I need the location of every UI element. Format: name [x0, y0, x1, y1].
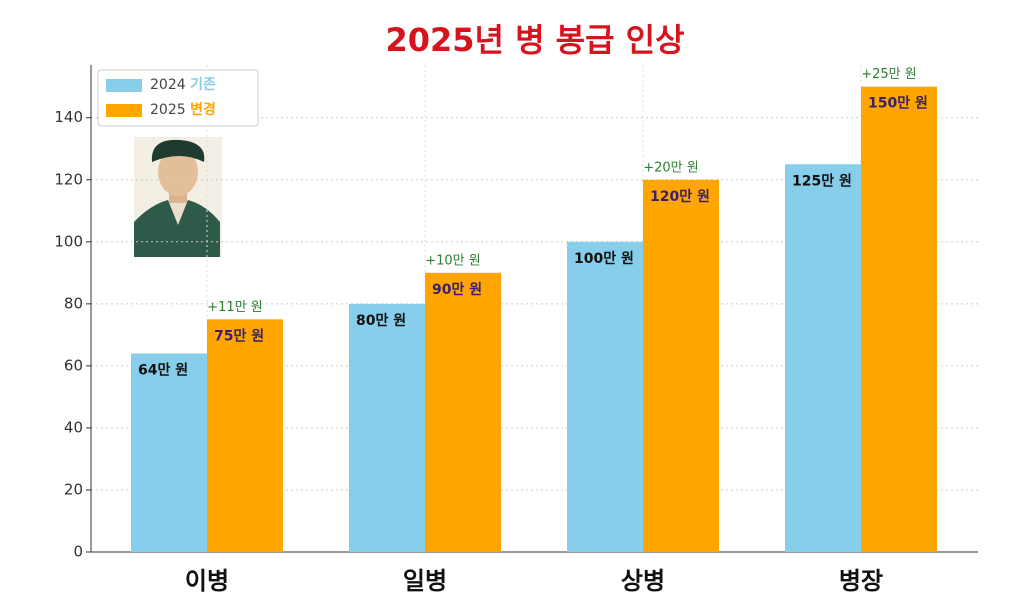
x-tick-label: 일병: [403, 567, 447, 595]
bar: [567, 241, 643, 553]
annotation: +10만 원: [425, 253, 481, 268]
y-tick-label: 40: [64, 418, 83, 436]
y-tick-label: 140: [54, 108, 83, 126]
annotation: +20만 원: [643, 160, 699, 175]
legend-swatch: [106, 79, 142, 92]
bar: [785, 164, 861, 552]
legend-label: 2024 기존: [150, 77, 216, 93]
value-label: 125만 원: [792, 173, 852, 189]
y-tick-label: 0: [73, 543, 83, 561]
value-label: 90만 원: [432, 282, 482, 298]
annotation: +11만 원: [207, 300, 263, 315]
annotation: +25만 원: [861, 67, 917, 82]
bar: [207, 319, 283, 552]
x-tick-label: 병장: [839, 567, 883, 595]
bar: [861, 86, 937, 552]
legend-label: 2025 변경: [150, 101, 216, 118]
bar: [643, 179, 719, 553]
value-label: 75만 원: [214, 328, 264, 344]
y-tick-label: 20: [64, 480, 83, 498]
y-tick-label: 80: [64, 294, 83, 312]
soldier-illustration: [134, 137, 222, 257]
y-tick-label: 100: [54, 232, 83, 250]
y-tick-label: 120: [54, 170, 83, 188]
value-label: 80만 원: [356, 313, 406, 329]
value-label: 120만 원: [650, 189, 710, 205]
bar: [425, 272, 501, 552]
value-label: 64만 원: [138, 362, 188, 378]
chart-title: 2025년 병 봉급 인상: [385, 21, 684, 59]
value-label: 150만 원: [868, 96, 928, 112]
y-tick-label: 60: [64, 356, 83, 374]
x-tick-label: 상병: [621, 567, 665, 595]
legend-swatch: [106, 104, 142, 117]
bar: [131, 353, 207, 552]
x-tick-label: 이병: [185, 567, 229, 595]
value-label: 100만 원: [574, 251, 634, 267]
bar: [349, 303, 425, 552]
